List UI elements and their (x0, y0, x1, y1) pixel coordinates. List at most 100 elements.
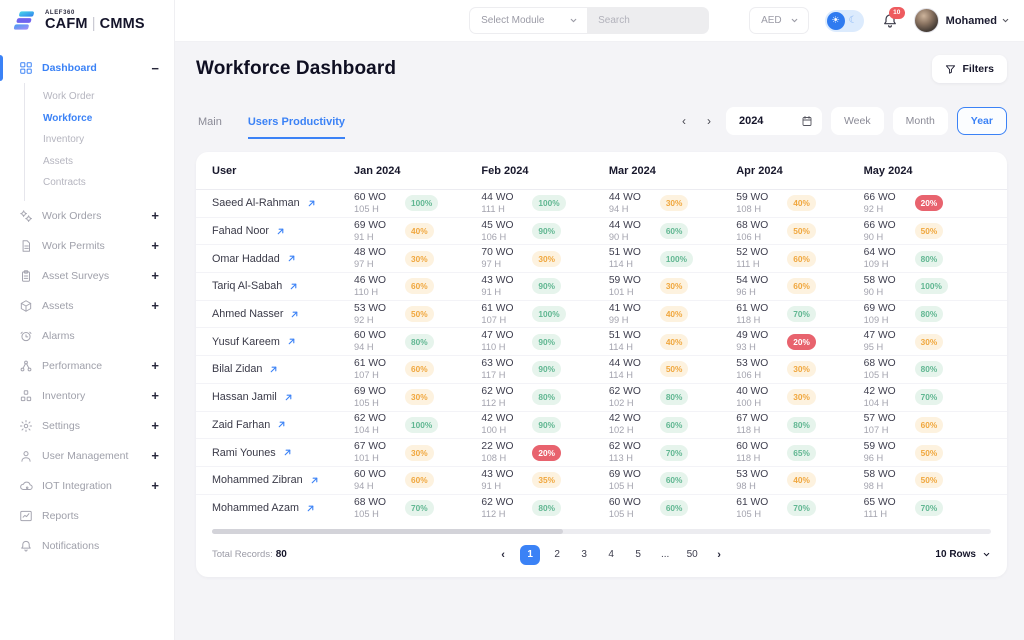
rows-per-page-select[interactable]: 10 Rows (935, 549, 991, 560)
year-picker[interactable]: 2024 (725, 107, 822, 135)
expand-plus-icon[interactable]: + (151, 208, 159, 223)
work-orders-value: 59 WO (608, 274, 641, 286)
productivity-badge: 100% (914, 278, 948, 295)
work-orders-value: 51 WO (608, 247, 641, 259)
work-orders-value: 44 WO (608, 191, 641, 203)
notifications-bell[interactable]: 10 (882, 6, 905, 29)
user-name: Fahad Noor (212, 225, 270, 238)
sidebar-item-settings[interactable]: Settings + (0, 411, 174, 441)
sidebar-subitem-workforce[interactable]: Workforce (43, 112, 93, 124)
sidebar-subitem-inventory[interactable]: Inventory (43, 134, 85, 146)
tab-users-productivity[interactable]: Users Productivity (247, 116, 346, 139)
brand-logo[interactable]: ALEF360 CAFM | CMMS (0, 0, 174, 41)
sidebar-item-work-permits[interactable]: Work Permits + (0, 231, 174, 261)
tab-main[interactable]: Main (198, 116, 222, 128)
hours-value: 118 H (736, 314, 761, 325)
collapse-minus-icon[interactable]: − (151, 60, 159, 76)
table-row: Rami Younes 67 WO 101 H 30% 22 WO 108 H 20% 62 … (196, 439, 1007, 467)
next-page-button[interactable]: › (709, 545, 729, 565)
prev-page-button[interactable]: ‹ (493, 545, 513, 565)
user-detail-link-icon[interactable] (306, 198, 317, 209)
user-cell: Saeed Al-Rahman (212, 197, 354, 209)
expand-plus-icon[interactable]: + (151, 358, 159, 373)
currency-select[interactable]: AED (749, 7, 809, 34)
sidebar-item-asset-surveys[interactable]: Asset Surveys + (0, 261, 174, 291)
next-period-button[interactable]: › (701, 114, 717, 128)
productivity-badge: 80% (532, 389, 562, 406)
page-button-3[interactable]: 3 (574, 545, 594, 565)
sidebar-item-alarms[interactable]: Alarms (0, 321, 174, 351)
user-menu[interactable]: Mohamed (913, 8, 1010, 33)
page-button-5[interactable]: 5 (628, 545, 648, 565)
hours-value: 105 H (736, 508, 762, 519)
theme-toggle[interactable]: ☀ ☾ (824, 9, 864, 32)
sidebar-item-assets[interactable]: Assets + (0, 291, 174, 321)
productivity-badge: 80% (532, 500, 562, 517)
user-detail-link-icon[interactable] (289, 309, 300, 320)
prev-period-button[interactable]: ‹ (676, 114, 692, 128)
productivity-badge: 20% (914, 195, 944, 212)
sidebar-item-notifications[interactable]: Notifications (0, 531, 174, 561)
filter-funnel-icon (946, 64, 956, 74)
productivity-badge: 80% (659, 389, 689, 406)
horizontal-scrollbar[interactable] (212, 529, 991, 535)
table-row: Ahmed Nasser 53 WO 92 H 50% 61 WO 107 H 100% 41… (196, 301, 1007, 329)
year-button[interactable]: Year (956, 107, 1007, 135)
page-button-2[interactable]: 2 (547, 545, 567, 565)
page-button-50[interactable]: 50 (682, 545, 702, 565)
hours-value: 105 H (608, 508, 634, 519)
sidebar-subitem-work-order[interactable]: Work Order (43, 91, 95, 103)
user-detail-link-icon[interactable] (305, 503, 316, 514)
user-detail-link-icon[interactable] (276, 419, 287, 430)
scrollbar-thumb[interactable] (212, 529, 563, 535)
hours-value: 114 H (608, 342, 633, 353)
sidebar-subitem-contracts[interactable]: Contracts (43, 177, 86, 189)
user-detail-link-icon[interactable] (268, 364, 279, 375)
work-orders-value: 58 WO (863, 468, 896, 480)
user-cell: Mohammed Azam (212, 502, 354, 514)
productivity-badge: 30% (659, 278, 689, 295)
user-cell: Mohammed Zibran (212, 474, 354, 486)
productivity-badge: 80% (405, 333, 434, 350)
productivity-badge: 60% (405, 278, 434, 295)
work-orders-value: 64 WO (863, 247, 896, 259)
expand-plus-icon[interactable]: + (151, 238, 159, 253)
filters-button[interactable]: Filters (932, 55, 1007, 83)
user-detail-link-icon[interactable] (286, 253, 297, 264)
hours-value: 114 H (608, 259, 633, 270)
user-detail-link-icon[interactable] (286, 336, 297, 347)
expand-plus-icon[interactable]: + (151, 388, 159, 403)
module-select[interactable]: Select Module (469, 7, 588, 34)
work-orders-value: 62 WO (354, 413, 387, 425)
expand-plus-icon[interactable]: + (151, 298, 159, 313)
expand-plus-icon[interactable]: + (151, 448, 159, 463)
hours-value: 104 H (354, 425, 379, 436)
user-detail-link-icon[interactable] (288, 281, 299, 292)
user-detail-link-icon[interactable] (275, 226, 286, 237)
expand-plus-icon[interactable]: + (151, 478, 159, 493)
search-input[interactable] (587, 7, 710, 34)
sidebar-item-user-management[interactable]: User Management + (0, 441, 174, 471)
sidebar-subitem-assets[interactable]: Assets (43, 155, 74, 167)
sidebar-item-inventory[interactable]: Inventory + (0, 381, 174, 411)
month-cell: 59 WO 108 H 40% (736, 192, 863, 215)
week-button[interactable]: Week (830, 107, 884, 135)
hours-value: 97 H (354, 259, 374, 270)
user-detail-link-icon[interactable] (283, 392, 294, 403)
hours-value: 105 H (608, 480, 634, 491)
sidebar-item-dashboard[interactable]: Dashboard − (0, 53, 174, 83)
page-button-4[interactable]: 4 (601, 545, 621, 565)
work-orders-value: 48 WO (354, 247, 387, 259)
user-detail-link-icon[interactable] (309, 475, 320, 486)
expand-plus-icon[interactable]: + (151, 418, 159, 433)
sidebar-item-work-orders[interactable]: Work Orders + (0, 201, 174, 231)
expand-plus-icon[interactable]: + (151, 268, 159, 283)
hours-value: 96 H (736, 286, 756, 297)
month-button[interactable]: Month (892, 107, 948, 135)
sidebar-item-performance[interactable]: Performance + (0, 351, 174, 381)
sidebar-item-iot-integration[interactable]: IOT Integration + (0, 471, 174, 501)
productivity-badge: 100% (405, 416, 439, 433)
page-button-1[interactable]: 1 (520, 544, 541, 565)
user-detail-link-icon[interactable] (282, 447, 293, 458)
sidebar-item-reports[interactable]: Reports (0, 501, 174, 531)
